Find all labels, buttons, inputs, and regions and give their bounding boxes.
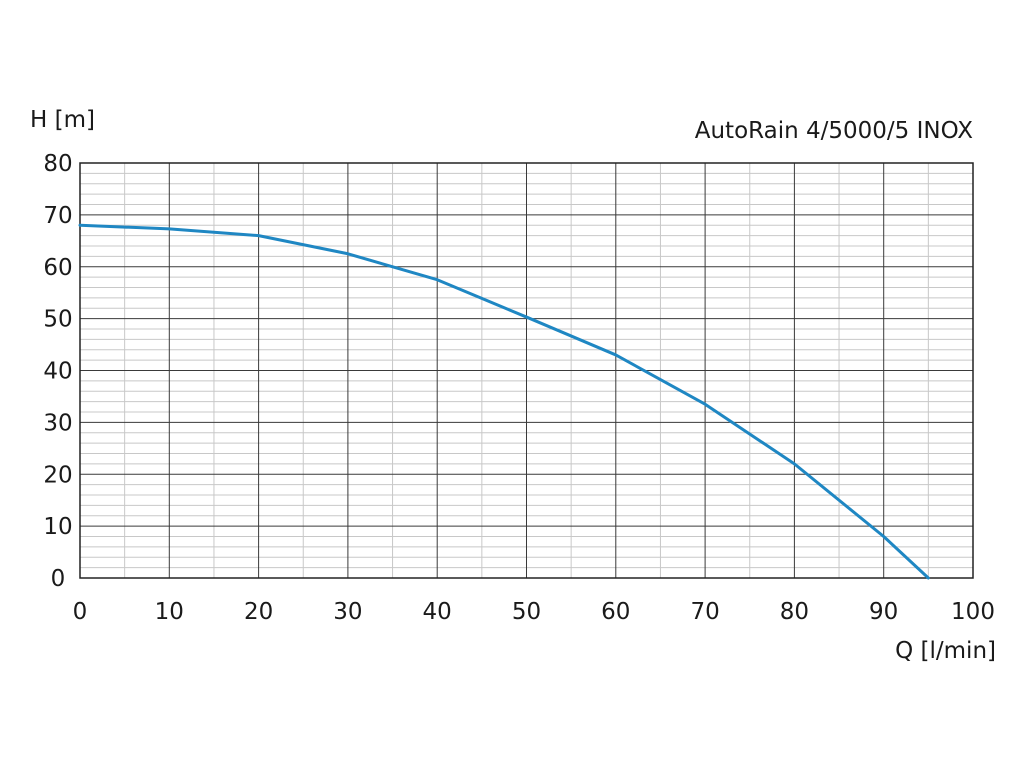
x-tick-label: 40 (423, 599, 452, 625)
plot-frame (79, 162, 974, 579)
y-tick-label: 30 (43, 410, 72, 436)
pump-curve-line (78, 223, 930, 580)
y-tick-label: 0 (51, 566, 66, 592)
x-tick-label: 30 (333, 599, 362, 625)
y-tick-label: 80 (43, 151, 72, 177)
y-axis-title: H [m] (30, 107, 95, 133)
y-tick-labels: 0 10 20 30 40 50 60 70 80 (43, 151, 72, 592)
y-tick-label: 50 (43, 307, 72, 333)
x-tick-label: 0 (73, 599, 88, 625)
y-tick-label: 10 (43, 514, 72, 540)
y-tick-label: 20 (43, 462, 72, 488)
y-tick-label: 60 (43, 255, 72, 281)
x-tick-label: 50 (512, 599, 541, 625)
x-tick-label: 70 (690, 599, 719, 625)
x-tick-labels: 0 10 20 30 40 50 60 70 80 90 100 (73, 599, 995, 625)
x-tick-label: 10 (155, 599, 184, 625)
x-tick-label: 60 (601, 599, 630, 625)
x-axis-title: Q [l/min] (895, 638, 996, 664)
y-tick-label: 70 (43, 203, 72, 229)
x-tick-label: 80 (780, 599, 809, 625)
series-layer (78, 223, 930, 580)
chart-title: AutoRain 4/5000/5 INOX (695, 118, 973, 144)
y-tick-label: 40 (43, 359, 72, 385)
x-tick-label: 20 (244, 599, 273, 625)
x-tick-label: 90 (869, 599, 898, 625)
x-tick-label: 100 (951, 599, 995, 625)
